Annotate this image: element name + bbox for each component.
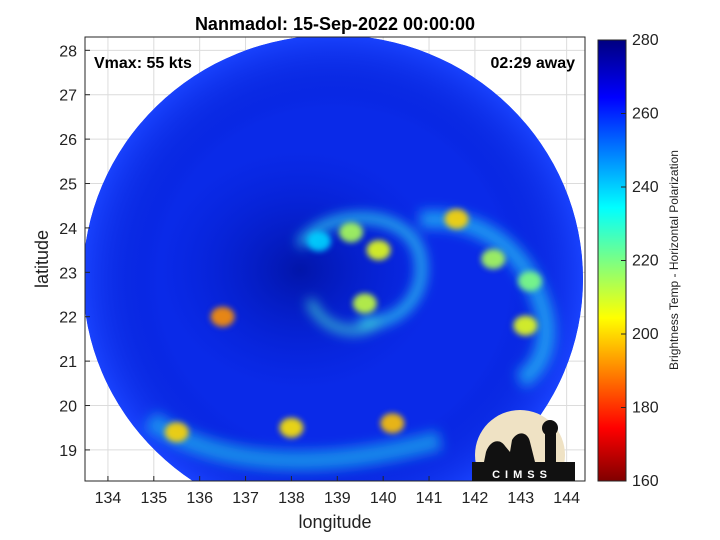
plot-frame [84, 36, 586, 482]
y-tick-label: 21 [59, 354, 77, 371]
x-tick-label: 140 [370, 490, 397, 507]
y-tick-label: 27 [59, 88, 77, 105]
x-tick-label: 137 [232, 490, 259, 507]
feature-southwest-band [164, 422, 189, 443]
feature-south-band [279, 417, 304, 438]
colorbar-tick-label: 160 [632, 473, 659, 490]
vmax-annotation: Vmax: 55 kts [94, 55, 192, 72]
plot-area: 134 135 136 137 138 139 140 141 142 143 144 19 20 21… [32, 36, 586, 532]
x-tick-label: 141 [416, 490, 443, 507]
colorbar-tick-label: 200 [632, 326, 659, 343]
x-axis: 134 135 136 137 138 139 140 141 142 143 144 [95, 476, 580, 507]
chart-title: Nanmadol: 15-Sep-2022 00:00:00 [195, 14, 475, 34]
x-tick-label: 142 [462, 490, 489, 507]
y-axis-label: latitude [32, 230, 52, 288]
y-tick-label: 24 [59, 221, 77, 238]
y-tick-label: 20 [59, 399, 77, 416]
x-tick-label: 138 [278, 490, 305, 507]
feature-outer-band-east-lower [513, 315, 538, 336]
logo-water-tower [542, 420, 558, 436]
feature-outer-band-far-east [517, 271, 542, 292]
y-tick-label: 19 [59, 443, 77, 460]
colorbar-tick-label: 260 [632, 106, 659, 123]
colorbar: 160 180 200 220 240 260 280 Brightness Temp - … [597, 32, 681, 490]
colorbar-tick-label: 280 [632, 32, 659, 49]
y-tick-label: 22 [59, 310, 77, 327]
x-tick-label: 135 [140, 490, 167, 507]
y-tick-label: 23 [59, 265, 77, 282]
x-tick-label: 139 [324, 490, 351, 507]
y-tick-label: 25 [59, 177, 77, 194]
y-axis: 19 20 21 22 23 24 25 26 27 28 [59, 43, 90, 460]
feature-eyewall-hotspot [306, 231, 331, 252]
swath-dark-core [160, 150, 440, 390]
colorbar-label: Brightness Temp - Horizontal Polarizatio… [667, 150, 681, 370]
x-axis-label: longitude [298, 512, 371, 532]
feature-south-band-east [380, 413, 405, 434]
x-tick-label: 134 [95, 490, 122, 507]
spiral-band-outer [296, 212, 427, 327]
colorbar-tick-label: 240 [632, 179, 659, 196]
feature-inner-southeast [352, 293, 377, 314]
colorbar-tick-label: 220 [632, 253, 659, 270]
feature-north-eyewall [339, 222, 364, 243]
spiral-band-inner-south [306, 298, 383, 335]
cimss-logo: CIMSS [472, 410, 575, 481]
colorbar-ticks: 160 180 200 220 240 260 280 [621, 32, 659, 490]
logo-silhouette [472, 424, 575, 481]
y-tick-label: 28 [59, 43, 77, 60]
brightness-swath [85, 37, 583, 481]
convective-features [164, 209, 542, 443]
time-away-annotation: 02:29 away [490, 55, 575, 72]
x-tick-label: 136 [186, 490, 213, 507]
feature-east-eyewall [366, 240, 391, 261]
colorbar-tick-label: 180 [632, 400, 659, 417]
x-tick-label: 143 [507, 490, 534, 507]
y-tick-label: 26 [59, 132, 77, 149]
feature-west-band [210, 306, 235, 327]
feature-outer-band-northeast [444, 209, 469, 230]
logo-text: CIMSS [492, 469, 552, 481]
x-tick-label: 144 [553, 490, 580, 507]
feature-outer-band-east [481, 249, 506, 269]
